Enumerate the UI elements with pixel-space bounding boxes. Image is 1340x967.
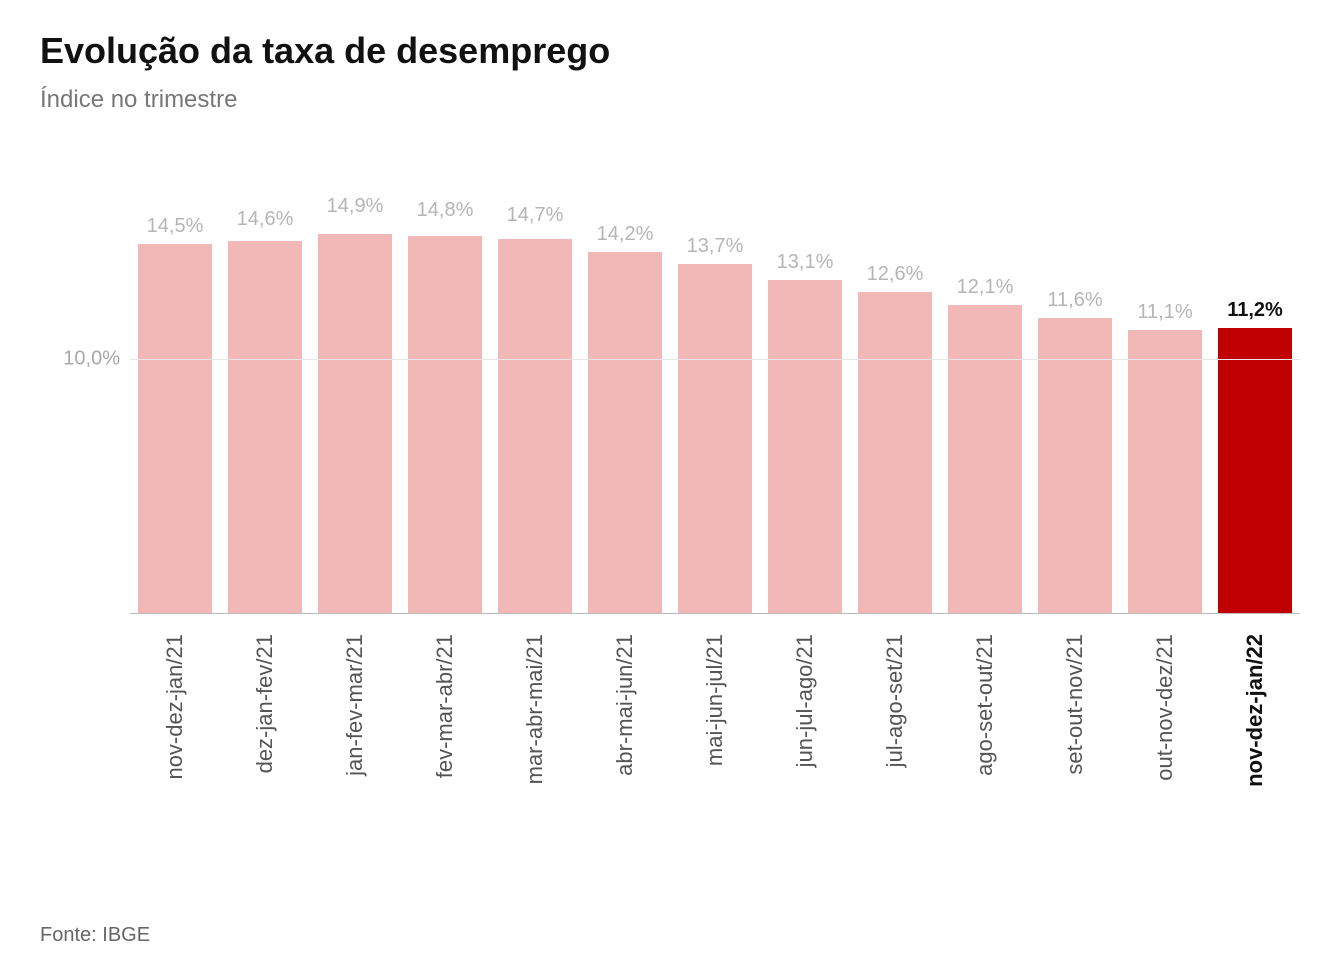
x-axis-label: out-nov-dez/21 bbox=[1152, 634, 1178, 781]
x-axis-labels: nov-dez-jan/21 dez-jan-fev/21 jan-fev-mar/… bbox=[130, 624, 1300, 874]
bar-slot: 13,7% bbox=[670, 194, 760, 613]
x-axis-label: abr-mai-jun/21 bbox=[612, 634, 638, 776]
bar-value-label: 11,1% bbox=[1137, 301, 1192, 324]
x-label-slot: mar-abr-mai/21 bbox=[490, 624, 580, 874]
x-label-slot: out-nov-dez/21 bbox=[1120, 624, 1210, 874]
x-label-slot: abr-mai-jun/21 bbox=[580, 624, 670, 874]
bar-slot: 14,9% bbox=[310, 194, 400, 613]
bar-slot: 14,2% bbox=[580, 194, 670, 613]
bar-slot: 13,1% bbox=[760, 194, 850, 613]
x-label-slot: jun-jul-ago/21 bbox=[760, 624, 850, 874]
bar-rect bbox=[678, 264, 752, 613]
x-axis-label: mai-jun-jul/21 bbox=[702, 634, 728, 766]
bar-value-label: 14,5% bbox=[147, 215, 204, 238]
chart-container: Evolução da taxa de desemprego Índice no… bbox=[0, 0, 1340, 967]
bar-value-label: 11,6% bbox=[1047, 289, 1102, 312]
x-label-slot: mai-jun-jul/21 bbox=[670, 624, 760, 874]
bar-rect bbox=[138, 244, 212, 613]
bar-value-label: 12,1% bbox=[957, 276, 1014, 299]
x-axis-label: jan-fev-mar/21 bbox=[342, 634, 368, 776]
bar-value-label: 14,9% bbox=[327, 195, 384, 218]
bar-value-label: 14,8% bbox=[417, 199, 474, 222]
x-axis-label: nov-dez-jan/22 bbox=[1242, 634, 1268, 787]
bar-rect bbox=[858, 292, 932, 613]
y-tick-label: 10,0% bbox=[40, 348, 120, 371]
bar-rect bbox=[1128, 330, 1202, 613]
bar-rect bbox=[408, 236, 482, 613]
bar-slot: 14,7% bbox=[490, 194, 580, 613]
bar-value-label: 14,2% bbox=[597, 223, 654, 246]
bar-slot: 14,6% bbox=[220, 194, 310, 613]
bar-rect bbox=[318, 234, 392, 613]
bar-value-label: 12,6% bbox=[867, 263, 924, 286]
x-axis-label: set-out-nov/21 bbox=[1062, 634, 1088, 775]
x-label-slot: dez-jan-fev/21 bbox=[220, 624, 310, 874]
bar-slot: 11,6% bbox=[1030, 194, 1120, 613]
bar-rect bbox=[768, 280, 842, 613]
bar-slot: 11,2% bbox=[1210, 194, 1300, 613]
x-label-slot: set-out-nov/21 bbox=[1030, 624, 1120, 874]
bar-slot: 12,1% bbox=[940, 194, 1030, 613]
bar-slot: 11,1% bbox=[1120, 194, 1210, 613]
x-label-slot: fev-mar-abr/21 bbox=[400, 624, 490, 874]
x-label-slot: jul-ago-set/21 bbox=[850, 624, 940, 874]
x-label-slot: nov-dez-jan/21 bbox=[130, 624, 220, 874]
x-axis-label: ago-set-out/21 bbox=[972, 634, 998, 776]
x-axis-label: dez-jan-fev/21 bbox=[252, 634, 278, 773]
gridline bbox=[130, 359, 1300, 360]
chart-subtitle: Índice no trimestre bbox=[40, 86, 1300, 114]
bar-rect bbox=[1218, 328, 1292, 613]
x-label-slot: ago-set-out/21 bbox=[940, 624, 1030, 874]
bar-slot: 14,5% bbox=[130, 194, 220, 613]
bar-rect bbox=[948, 305, 1022, 613]
plot-area: 14,5% 14,6% 14,9% 14,8% 14,7% 14,2% 13,7% 13,1%… bbox=[130, 194, 1300, 614]
chart-title: Evolução da taxa de desemprego bbox=[40, 30, 1300, 72]
bar-value-label: 14,7% bbox=[507, 204, 564, 227]
bar-rect bbox=[1038, 318, 1112, 613]
bars-group: 14,5% 14,6% 14,9% 14,8% 14,7% 14,2% 13,7% 13,1%… bbox=[130, 194, 1300, 613]
bar-value-label: 13,7% bbox=[687, 235, 744, 258]
bar-value-label: 11,2% bbox=[1227, 299, 1283, 322]
chart-area: 14,5% 14,6% 14,9% 14,8% 14,7% 14,2% 13,7% 13,1%… bbox=[40, 154, 1300, 714]
source-text: Fonte: IBGE bbox=[40, 924, 1300, 947]
bar-value-label: 13,1% bbox=[777, 251, 834, 274]
bar-rect bbox=[498, 239, 572, 613]
x-axis-label: nov-dez-jan/21 bbox=[162, 634, 188, 780]
bar-rect bbox=[228, 241, 302, 613]
bar-slot: 14,8% bbox=[400, 194, 490, 613]
x-axis-label: fev-mar-abr/21 bbox=[432, 634, 458, 778]
bar-slot: 12,6% bbox=[850, 194, 940, 613]
x-axis-label: jul-ago-set/21 bbox=[882, 634, 908, 767]
bar-value-label: 14,6% bbox=[237, 208, 294, 231]
x-label-slot: jan-fev-mar/21 bbox=[310, 624, 400, 874]
x-axis-label: jun-jul-ago/21 bbox=[792, 634, 818, 767]
bar-rect bbox=[588, 252, 662, 613]
x-axis-label: mar-abr-mai/21 bbox=[522, 634, 548, 784]
x-label-slot: nov-dez-jan/22 bbox=[1210, 624, 1300, 874]
